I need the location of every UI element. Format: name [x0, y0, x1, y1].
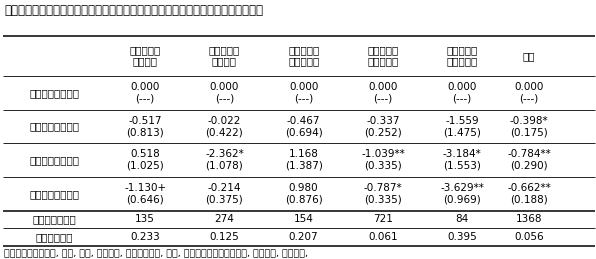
- Text: 0.056: 0.056: [514, 232, 544, 242]
- Text: 土日とも３日以上: 土日とも３日以上: [29, 189, 79, 199]
- Text: -0.517
(0.813): -0.517 (0.813): [126, 116, 164, 137]
- Text: 154: 154: [294, 214, 313, 224]
- Text: 0.125: 0.125: [210, 232, 239, 242]
- Text: 全体: 全体: [523, 51, 535, 61]
- Text: 1.168
(1.387): 1.168 (1.387): [285, 149, 322, 171]
- Text: 配偶者あり
子どもあり: 配偶者あり 子どもあり: [367, 45, 399, 67]
- Text: 274: 274: [215, 214, 234, 224]
- Text: 135: 135: [135, 214, 155, 224]
- Text: 配偶者なし
彼氏なし: 配偶者なし 彼氏なし: [209, 45, 240, 67]
- Text: 0.000
(---): 0.000 (---): [289, 82, 318, 104]
- Text: -1.039**
(0.335): -1.039** (0.335): [361, 149, 405, 171]
- Text: 0.061: 0.061: [368, 232, 398, 242]
- Text: 統制に用いた変数は, 産業, 職業, 企業規模, 従業上の地位, 年齢, ひと月あたりの勤務日数, 勤続年数, 世帯年収,: 統制に用いた変数は, 産業, 職業, 企業規模, 従業上の地位, 年齢, ひと月…: [4, 250, 308, 259]
- Text: -2.362*
(1.078): -2.362* (1.078): [205, 149, 244, 171]
- Text: -0.784**
(0.290): -0.784** (0.290): [507, 149, 551, 171]
- Text: 表２　グループ別の土日出勤が生活満足度に与える影響に関する順序ロジット分析: 表２ グループ別の土日出勤が生活満足度に与える影響に関する順序ロジット分析: [4, 4, 263, 17]
- Text: 721: 721: [373, 214, 393, 224]
- Text: 0.518
(1.025): 0.518 (1.025): [126, 149, 164, 171]
- Text: 疑似決定係数: 疑似決定係数: [36, 232, 73, 242]
- Text: -0.398*
(0.175): -0.398* (0.175): [510, 116, 548, 137]
- Text: -0.467
(0.694): -0.467 (0.694): [285, 116, 322, 137]
- Text: -0.337
(0.252): -0.337 (0.252): [364, 116, 402, 137]
- Text: -0.214
(0.375): -0.214 (0.375): [206, 183, 243, 205]
- Text: -1.559
(1.475): -1.559 (1.475): [443, 116, 481, 137]
- Text: 日曜のみ３日以上: 日曜のみ３日以上: [29, 155, 79, 165]
- Text: 0.000
(---): 0.000 (---): [131, 82, 160, 104]
- Text: -3.184*
(1.553): -3.184* (1.553): [443, 149, 482, 171]
- Text: -1.130+
(0.646): -1.130+ (0.646): [124, 183, 166, 205]
- Text: 0.000
(---): 0.000 (---): [448, 82, 477, 104]
- Text: サンプルサイズ: サンプルサイズ: [32, 214, 76, 224]
- Text: 土日とも２日以下: 土日とも２日以下: [29, 88, 79, 98]
- Text: -0.022
(0.422): -0.022 (0.422): [206, 116, 243, 137]
- Text: 84: 84: [455, 214, 469, 224]
- Text: 1368: 1368: [516, 214, 542, 224]
- Text: 0.395: 0.395: [448, 232, 477, 242]
- Text: -0.787*
(0.335): -0.787* (0.335): [364, 183, 402, 205]
- Text: -3.629**
(0.969): -3.629** (0.969): [440, 183, 484, 205]
- Text: 配偶者なし
彼氏あり: 配偶者なし 彼氏あり: [129, 45, 161, 67]
- Text: 0.000
(---): 0.000 (---): [514, 82, 544, 104]
- Text: 0.207: 0.207: [289, 232, 318, 242]
- Text: -0.662**
(0.188): -0.662** (0.188): [507, 183, 551, 205]
- Text: 配偶者なし
子どもあり: 配偶者なし 子どもあり: [446, 45, 478, 67]
- Text: 配偶者あり
子どもなし: 配偶者あり 子どもなし: [288, 45, 319, 67]
- Text: 土曜のみ３日以上: 土曜のみ３日以上: [29, 121, 79, 131]
- Text: 0.000
(---): 0.000 (---): [368, 82, 398, 104]
- Text: 0.980
(0.876): 0.980 (0.876): [285, 183, 322, 205]
- Text: 0.000
(---): 0.000 (---): [210, 82, 239, 104]
- Text: 0.233: 0.233: [131, 232, 160, 242]
